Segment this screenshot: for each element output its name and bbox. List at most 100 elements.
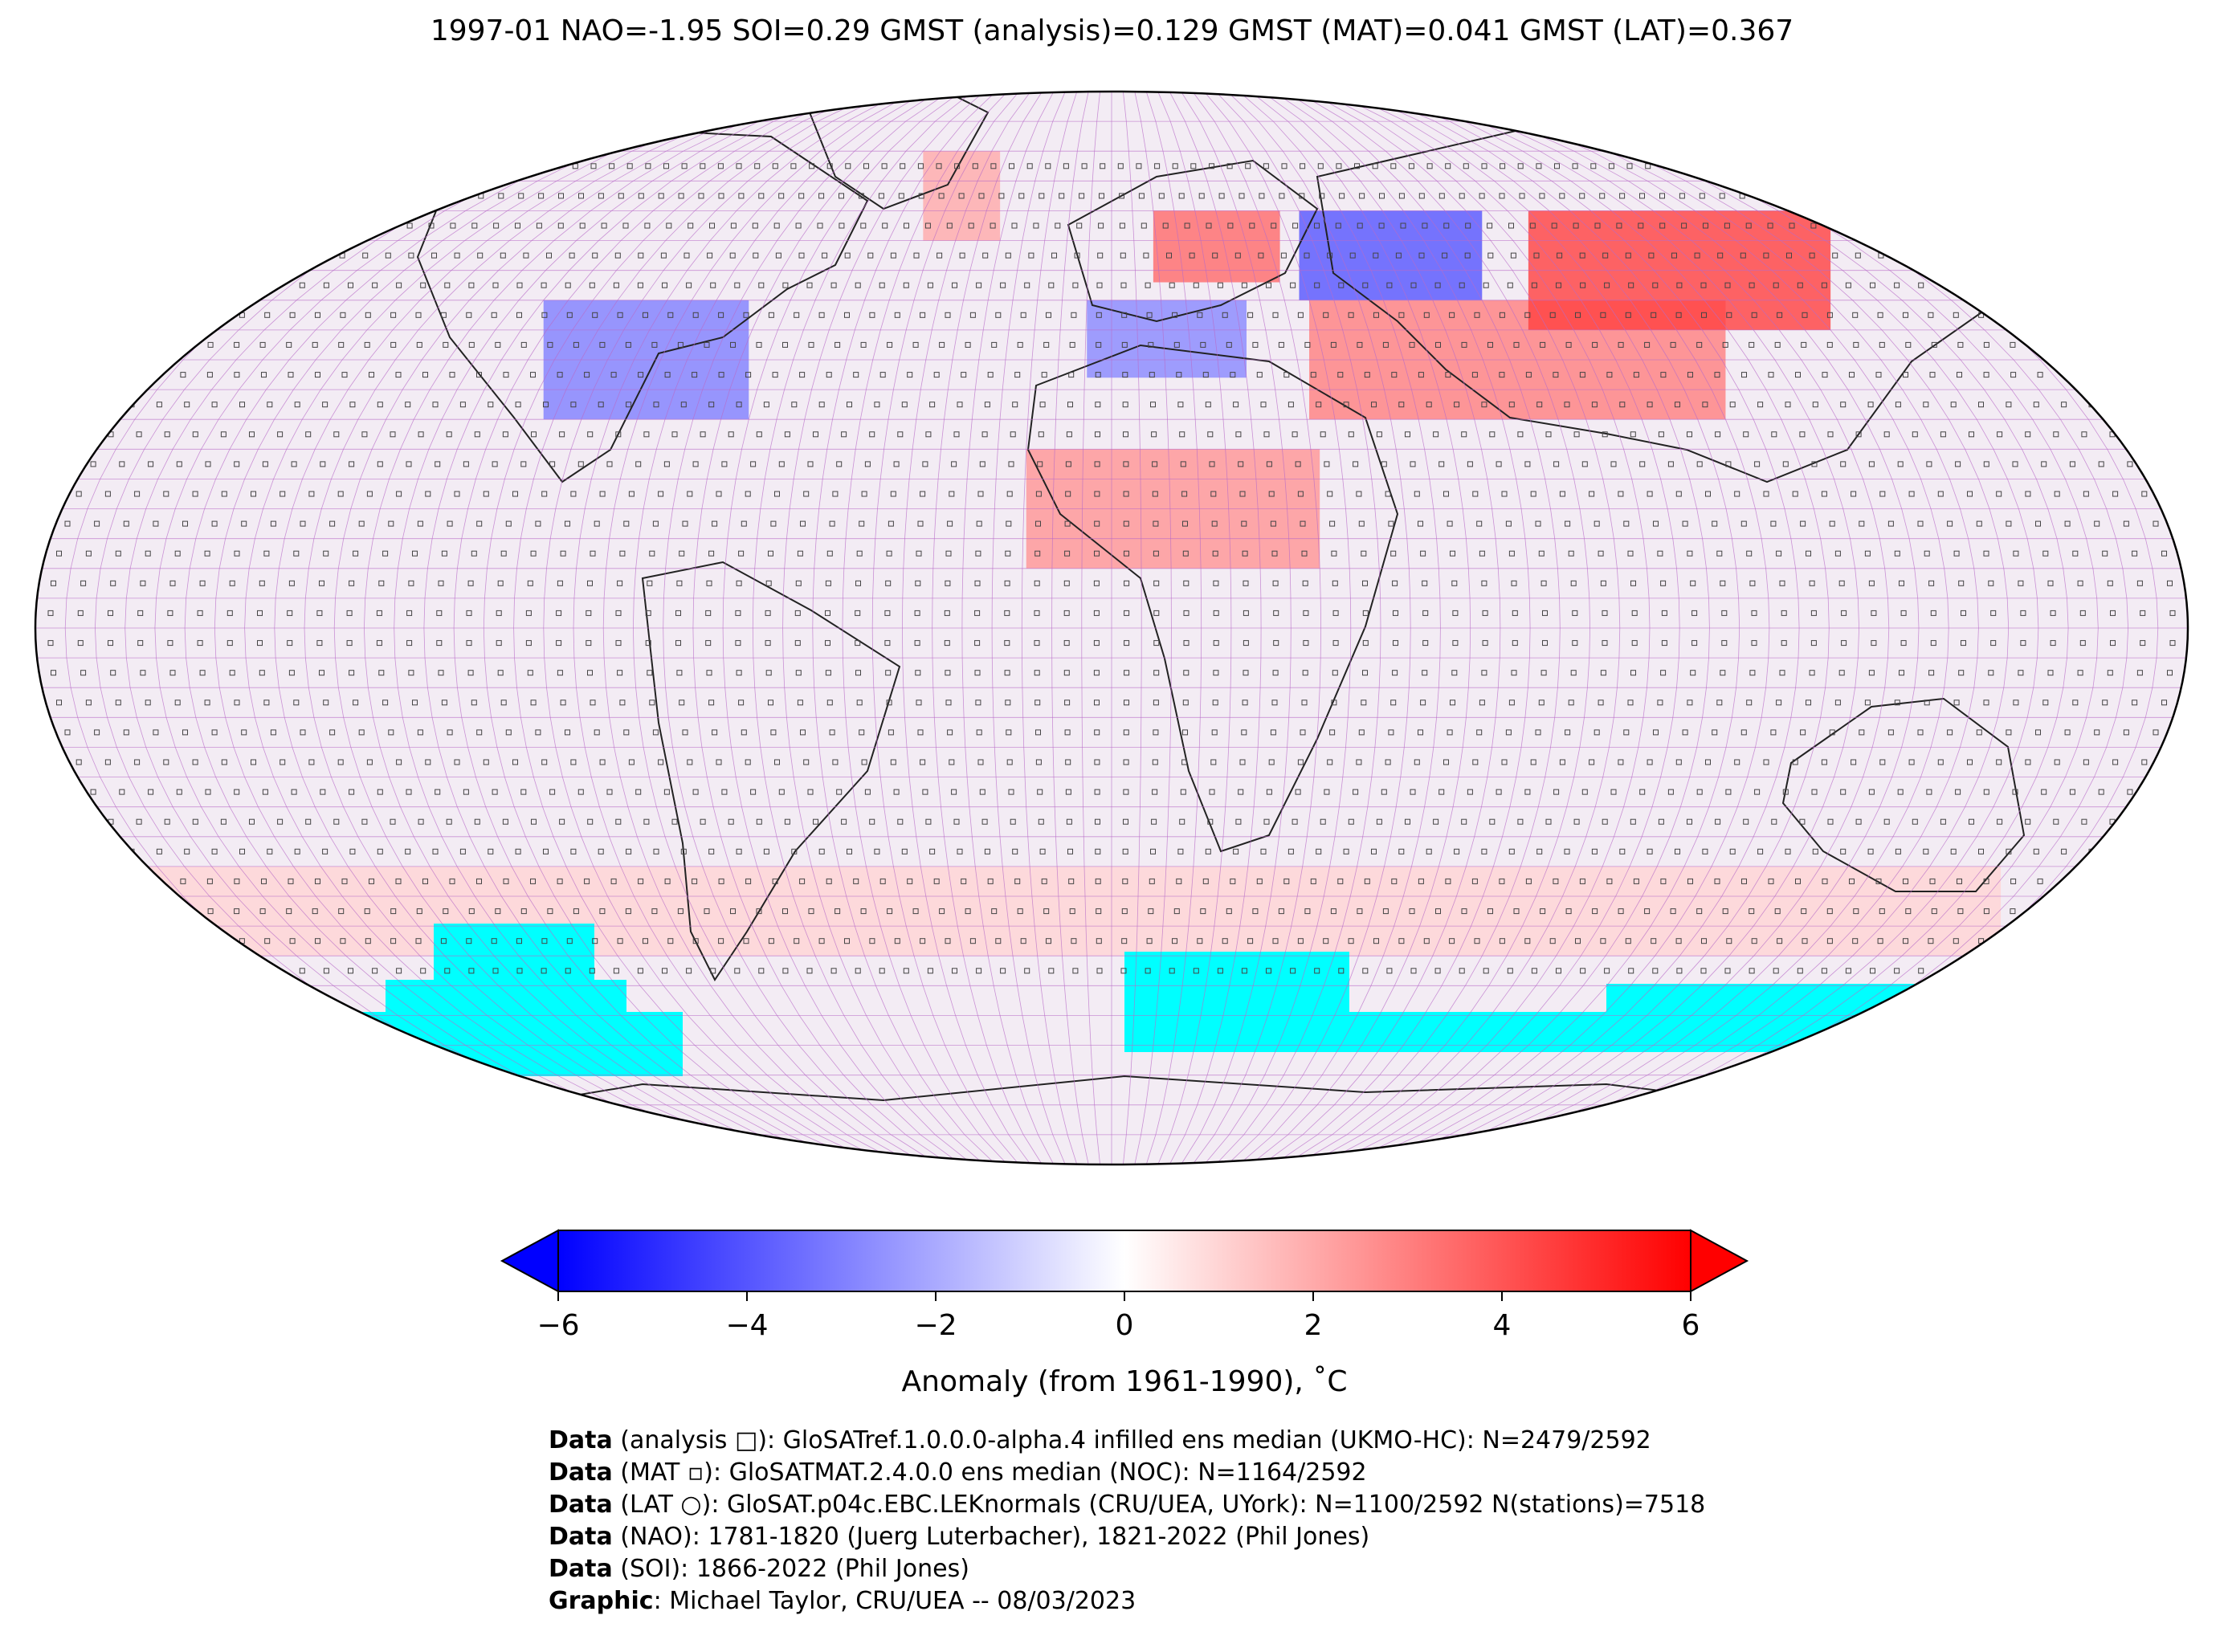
- analysis-marker: [1657, 550, 1663, 557]
- analysis-marker: [976, 968, 982, 974]
- analysis-marker: [1899, 580, 1904, 586]
- analysis-marker: [512, 491, 518, 497]
- analysis-marker: [566, 312, 573, 318]
- analysis-marker: [692, 789, 699, 795]
- analysis-marker: [1572, 610, 1578, 616]
- analysis-marker: [1443, 491, 1449, 497]
- analysis-marker: [1162, 222, 1169, 229]
- analysis-marker: [1373, 252, 1379, 259]
- analysis-marker: [1197, 938, 1203, 944]
- analysis-marker: [1463, 163, 1469, 169]
- analysis-marker: [594, 729, 600, 736]
- analysis-marker: [826, 878, 832, 884]
- analysis-marker: [1657, 700, 1663, 706]
- analysis-marker: [1120, 252, 1126, 259]
- analysis-marker: [1553, 878, 1559, 884]
- analysis-marker: [1660, 878, 1667, 884]
- analysis-marker: [1623, 520, 1630, 527]
- analysis-marker: [1123, 729, 1129, 736]
- analysis-marker: [1303, 640, 1309, 647]
- analysis-marker: [594, 520, 600, 527]
- analysis-marker: [765, 640, 771, 647]
- grid-meridian: [1296, 92, 1591, 1165]
- analysis-marker: [1362, 968, 1369, 974]
- map-title: 1997-01 NAO=-1.95 SOI=0.29 GMST (analysi…: [430, 14, 1794, 47]
- grid-meridian: [1157, 92, 1232, 1165]
- analysis-marker: [1330, 341, 1336, 348]
- analysis-marker: [2041, 789, 2047, 795]
- analysis-marker: [1004, 610, 1010, 616]
- analysis-marker: [1625, 312, 1631, 318]
- analysis-marker: [1768, 878, 1774, 884]
- analysis-marker: [622, 222, 629, 229]
- analysis-marker: [678, 193, 684, 199]
- analysis-marker: [2153, 520, 2159, 527]
- analysis-marker: [1740, 252, 1746, 259]
- credit-lead: Graphic: [549, 1587, 654, 1615]
- analysis-marker: [1687, 700, 1693, 706]
- analysis-marker: [1905, 908, 1912, 915]
- analysis-marker: [1301, 550, 1308, 557]
- analysis-marker: [1153, 610, 1160, 616]
- analysis-marker: [1712, 729, 1718, 736]
- analysis-marker: [903, 968, 909, 974]
- analysis-marker: [1390, 163, 1397, 169]
- analysis-marker: [1774, 341, 1781, 348]
- analysis-marker: [982, 252, 989, 259]
- analysis-marker: [692, 461, 699, 467]
- analysis-marker: [1301, 700, 1308, 706]
- analysis-marker: [1556, 968, 1561, 974]
- analysis-marker: [995, 938, 1002, 944]
- analysis-marker: [1568, 700, 1574, 706]
- analysis-marker: [1213, 610, 1219, 616]
- analysis-marker: [1855, 818, 1862, 825]
- analysis-marker: [765, 580, 772, 586]
- analysis-marker: [1639, 461, 1646, 467]
- analysis-marker: [756, 818, 762, 825]
- analysis-marker: [1917, 520, 1924, 527]
- analysis-marker: [385, 252, 391, 259]
- analysis-marker: [438, 580, 444, 586]
- anomaly-region: [923, 151, 1001, 241]
- analysis-marker: [1840, 461, 1847, 467]
- analysis-marker: [1472, 491, 1479, 497]
- analysis-marker: [1652, 968, 1659, 974]
- analysis-marker: [704, 908, 710, 915]
- analysis-marker: [1838, 670, 1845, 676]
- analysis-marker: [1035, 729, 1041, 736]
- analysis-marker: [1149, 878, 1155, 884]
- analysis-marker: [1300, 520, 1306, 527]
- analysis-marker: [1729, 402, 1736, 408]
- analysis-marker: [2083, 759, 2089, 765]
- analysis-marker: [47, 640, 54, 647]
- analysis-marker: [1580, 282, 1586, 288]
- analysis-marker: [1997, 818, 2003, 825]
- analysis-marker: [1533, 252, 1540, 259]
- grid-meridian: [752, 92, 973, 1165]
- grid-meridian: [1354, 92, 1740, 1165]
- analysis-marker: [1690, 670, 1696, 676]
- analysis-marker: [1487, 908, 1493, 915]
- grid-meridian: [722, 92, 961, 1165]
- analysis-marker: [734, 968, 741, 974]
- analysis-marker: [180, 878, 186, 884]
- analysis-marker: [390, 938, 397, 944]
- analysis-marker: [123, 729, 129, 736]
- analysis-marker: [2141, 759, 2148, 765]
- analysis-marker: [2012, 461, 2018, 467]
- analysis-marker: [559, 431, 565, 438]
- analysis-marker: [1754, 789, 1761, 795]
- analysis-marker: [1826, 341, 1833, 348]
- analysis-marker: [1442, 252, 1448, 259]
- analysis-marker: [671, 818, 678, 825]
- analysis-marker: [1799, 818, 1806, 825]
- analysis-marker: [692, 312, 699, 318]
- analysis-marker: [450, 222, 456, 229]
- analysis-marker: [1644, 341, 1651, 348]
- analysis-marker: [1797, 968, 1803, 974]
- analysis-marker: [2006, 729, 2012, 736]
- analysis-marker: [1426, 163, 1433, 169]
- analysis-marker: [1841, 640, 1847, 647]
- analysis-marker: [1604, 282, 1610, 288]
- analysis-marker: [832, 491, 839, 497]
